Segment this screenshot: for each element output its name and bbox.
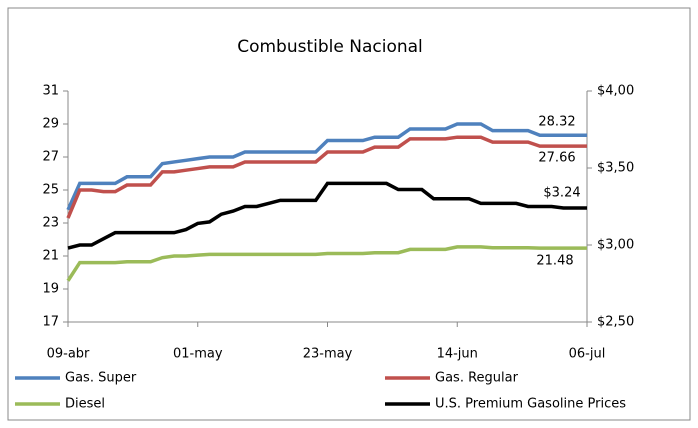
- legend-label: Gas. Regular: [435, 371, 519, 386]
- x-tick-label: 09-abr: [47, 347, 90, 362]
- y2-tick-label: $3,50: [597, 161, 634, 176]
- y-tick-label: 21: [42, 249, 59, 264]
- legend-label: Diesel: [65, 397, 105, 412]
- data-label: 28.32: [538, 115, 575, 130]
- legend-label: U.S. Premium Gasoline Prices: [435, 397, 626, 412]
- data-label: $3.24: [543, 186, 580, 201]
- x-tick-label: 14-jun: [437, 347, 478, 362]
- y-tick-label: 17: [42, 315, 59, 330]
- x-tick-label: 23-may: [303, 347, 353, 362]
- x-tick-label: 01-may: [173, 347, 223, 362]
- y2-tick-label: $2,50: [597, 315, 634, 330]
- legend-label: Gas. Super: [65, 371, 137, 386]
- series-line: [67, 181, 587, 250]
- series-line: [66, 135, 587, 219]
- x-tick-label: 06-jul: [569, 347, 606, 362]
- y2-tick-label: $4,00: [597, 84, 634, 99]
- data-label: 27.66: [538, 151, 575, 166]
- y-tick-label: 31: [42, 84, 59, 99]
- y-tick-label: 23: [42, 216, 59, 231]
- y-tick-label: 19: [42, 282, 59, 297]
- series-line: [66, 245, 587, 282]
- y-tick-label: 29: [42, 117, 59, 132]
- data-label: 21.48: [536, 254, 573, 269]
- chart-frame: [7, 7, 691, 421]
- series-line: [66, 122, 587, 211]
- y2-tick-label: $3,00: [597, 238, 634, 253]
- y-tick-label: 27: [42, 150, 59, 165]
- y-tick-label: 25: [42, 183, 59, 198]
- chart-title: Combustible Nacional: [237, 37, 423, 57]
